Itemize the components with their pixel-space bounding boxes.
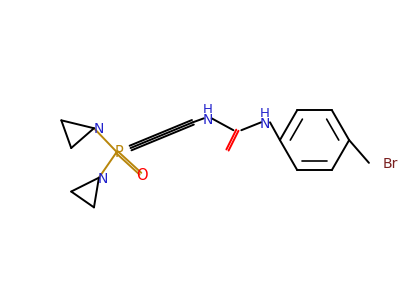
Text: N: N xyxy=(94,122,104,136)
Text: H: H xyxy=(260,107,270,120)
Text: P: P xyxy=(114,146,123,160)
Text: N: N xyxy=(98,172,108,186)
Text: O: O xyxy=(137,168,148,183)
Text: H: H xyxy=(203,103,213,116)
Text: N: N xyxy=(260,117,270,131)
Text: Br: Br xyxy=(383,157,398,171)
Text: N: N xyxy=(202,113,213,127)
